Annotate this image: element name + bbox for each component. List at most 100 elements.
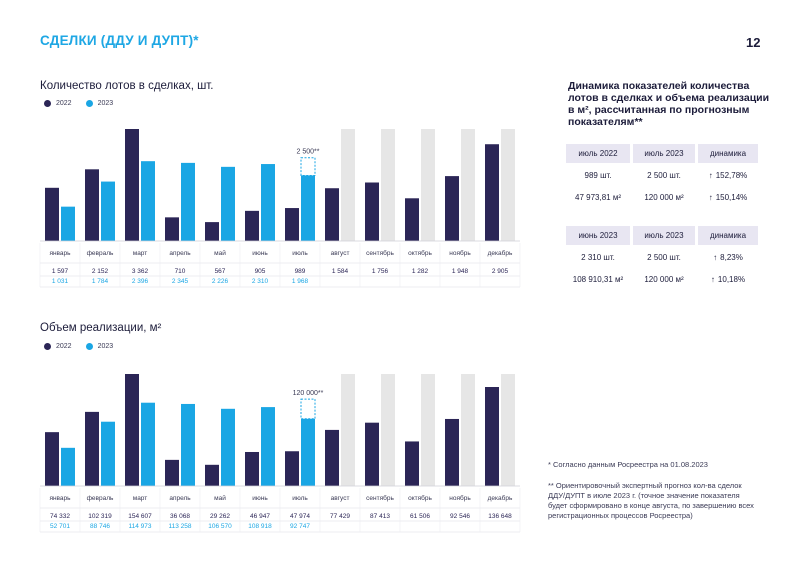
legend-label-2023: 2023: [97, 100, 114, 107]
table-header-row: июль 2022 июль 2023 динамика: [566, 144, 758, 163]
forecast-background-bar: [341, 129, 355, 241]
value-label-2023: 1 968: [292, 278, 309, 285]
header-cell: динамика: [695, 226, 758, 245]
bar-2022: [165, 459, 179, 486]
bar-2022: [85, 169, 99, 241]
chart2-title: Объем реализации, м²: [40, 322, 162, 334]
table-row: 989 шт. 2 500 шт. ↑ 152,78%: [566, 166, 758, 185]
value-label-2022: 102 319: [88, 513, 112, 520]
category-label: февраль: [87, 250, 114, 257]
legend-dot-2022: [44, 100, 51, 107]
value-label-2022: 1 584: [332, 268, 349, 275]
category-label: сентябрь: [366, 249, 394, 257]
value-label-2022: 989: [295, 268, 306, 275]
value-label-2022: 36 068: [170, 513, 190, 520]
header-cell: июль 2023: [630, 226, 695, 245]
bar-2022: [365, 422, 379, 486]
table-cell: 2 500 шт.: [630, 248, 695, 267]
category-label: июль: [292, 250, 308, 257]
forecast-background-bar: [421, 129, 435, 241]
value-label-2022: 2 905: [492, 268, 509, 275]
value-label-2023: 88 746: [90, 523, 110, 530]
bar-2023: [221, 408, 235, 486]
bar-2022: [205, 222, 219, 241]
header-cell: динамика: [695, 144, 758, 163]
bar-2022: [85, 411, 99, 486]
value-label-2023: 2 396: [132, 278, 149, 285]
table-cell: 2 500 шт.: [630, 166, 695, 185]
bar-2022: [365, 182, 379, 241]
category-label: январь: [49, 250, 71, 257]
bar-2022: [45, 187, 59, 241]
bar-2023: [261, 407, 275, 486]
category-label: сентябрь: [366, 494, 394, 502]
legend-item-2022: 2022: [44, 100, 72, 107]
table-cell: ↑ 10,18%: [695, 270, 758, 289]
value-label-2022: 1 756: [372, 268, 389, 275]
table-cell: 120 000 м²: [630, 188, 695, 207]
forecast-background-bar: [421, 374, 435, 486]
value-label-2023: 2 345: [172, 278, 189, 285]
table-row: 108 910,31 м² 120 000 м² ↑ 10,18%: [566, 270, 758, 289]
legend-label-2022: 2022: [56, 343, 72, 350]
arrow-up-icon: ↑: [708, 193, 713, 202]
value-label-2023: 1 031: [52, 278, 69, 285]
bar-2022: [445, 176, 459, 241]
value-label-2022: 77 429: [330, 513, 350, 520]
value-label-2022: 46 947: [250, 513, 270, 520]
category-label: апрель: [169, 495, 191, 502]
forecast-background-bar: [501, 374, 515, 486]
arrow-up-icon: ↑: [708, 171, 713, 180]
chart2-svg: январь 74 332 52 701 февраль 102 319 88 746 ма…: [39, 374, 521, 533]
arrow-up-icon: ↑: [710, 275, 715, 284]
value-label-2023: 92 747: [290, 523, 310, 530]
page-number: 12: [746, 35, 761, 50]
chart1-svg: январь 1 597 1 031 февраль 2 152 1 784 март 3 3…: [39, 129, 521, 288]
value-label-2022: 710: [175, 268, 186, 275]
table-cell: 2 310 шт.: [566, 248, 630, 267]
bar-2022: [405, 441, 419, 486]
value-label-2022: 92 546: [450, 513, 470, 520]
page-title: СДЕЛКИ (ДДУ И ДУПТ)*: [40, 33, 199, 48]
value-label-2023: 52 701: [50, 523, 70, 530]
bar-2023: [61, 206, 75, 241]
category-label: май: [214, 494, 226, 502]
value-label-2022: 74 332: [50, 513, 70, 520]
category-label: май: [214, 249, 226, 257]
value-label-2022: 567: [215, 268, 226, 275]
forecast-bar-outline: [300, 398, 316, 420]
table-cell: ↑ 8,23%: [695, 248, 758, 267]
value-label-2023: 113 258: [168, 523, 191, 530]
bar-2022: [285, 208, 299, 241]
value-label-2022: 136 648: [488, 513, 512, 520]
dynamics-title: Динамика показателей количества лотов в …: [568, 80, 770, 128]
bar-2022: [325, 429, 339, 486]
forecast-background-bar: [381, 374, 395, 486]
category-label: апрель: [169, 250, 191, 257]
category-label: июль: [292, 495, 308, 502]
value-label-2023: 106 570: [208, 523, 232, 530]
category-label: август: [331, 250, 350, 257]
category-label: октябрь: [408, 494, 432, 502]
bar-2022: [445, 418, 459, 486]
bar-2022: [325, 188, 339, 241]
category-label: октябрь: [408, 249, 432, 257]
bar-2023: [141, 161, 155, 241]
forecast-background-bar: [381, 129, 395, 241]
bar-2022: [285, 451, 299, 486]
legend-dot-2022: [44, 343, 51, 350]
chart1-title: Количество лотов в сделках, шт.: [40, 80, 214, 92]
value-label-2022: 3 362: [132, 268, 149, 275]
forecast-background-bar: [461, 129, 475, 241]
bar-2023: [101, 421, 115, 486]
bar-2023: [61, 447, 75, 486]
bar-2022: [165, 217, 179, 241]
category-label: февраль: [87, 495, 114, 502]
category-label: январь: [49, 495, 71, 502]
bar-2022: [45, 432, 59, 486]
header-cell: июль 2022: [566, 144, 630, 163]
category-label: март: [133, 495, 148, 502]
value-label-2023: 2 310: [252, 278, 269, 285]
forecast-bar-outline: [300, 157, 316, 176]
forecast-label: 2 500**: [297, 149, 320, 156]
